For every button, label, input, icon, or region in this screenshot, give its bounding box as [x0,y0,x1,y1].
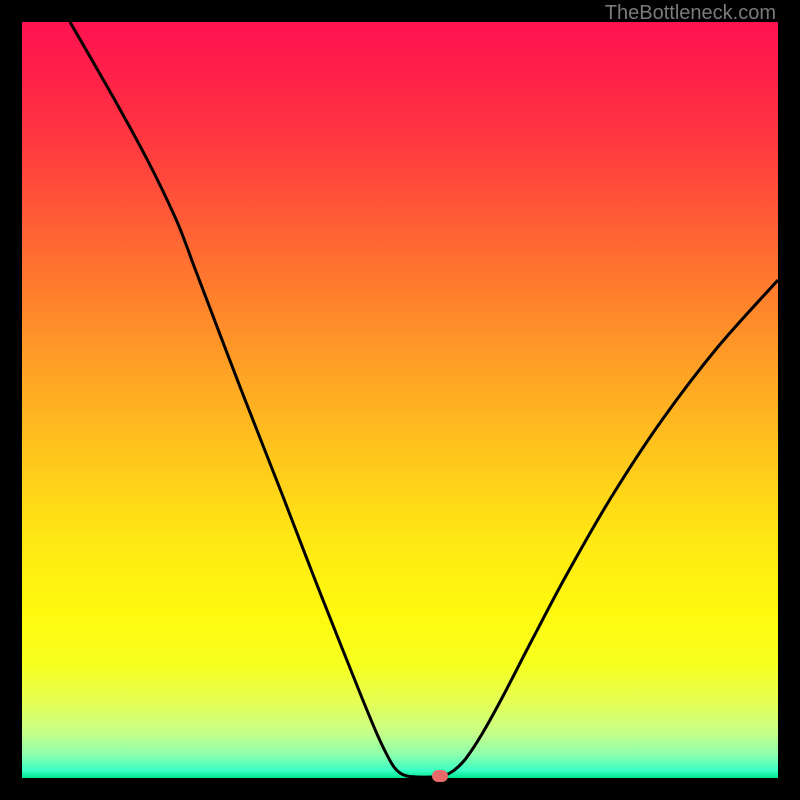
watermark-label: TheBottleneck.com [605,2,776,25]
plot-area [22,22,778,778]
bottleneck-curve [22,22,778,778]
chart-frame: TheBottleneck.com [0,0,800,800]
optimal-point-marker [432,770,448,782]
